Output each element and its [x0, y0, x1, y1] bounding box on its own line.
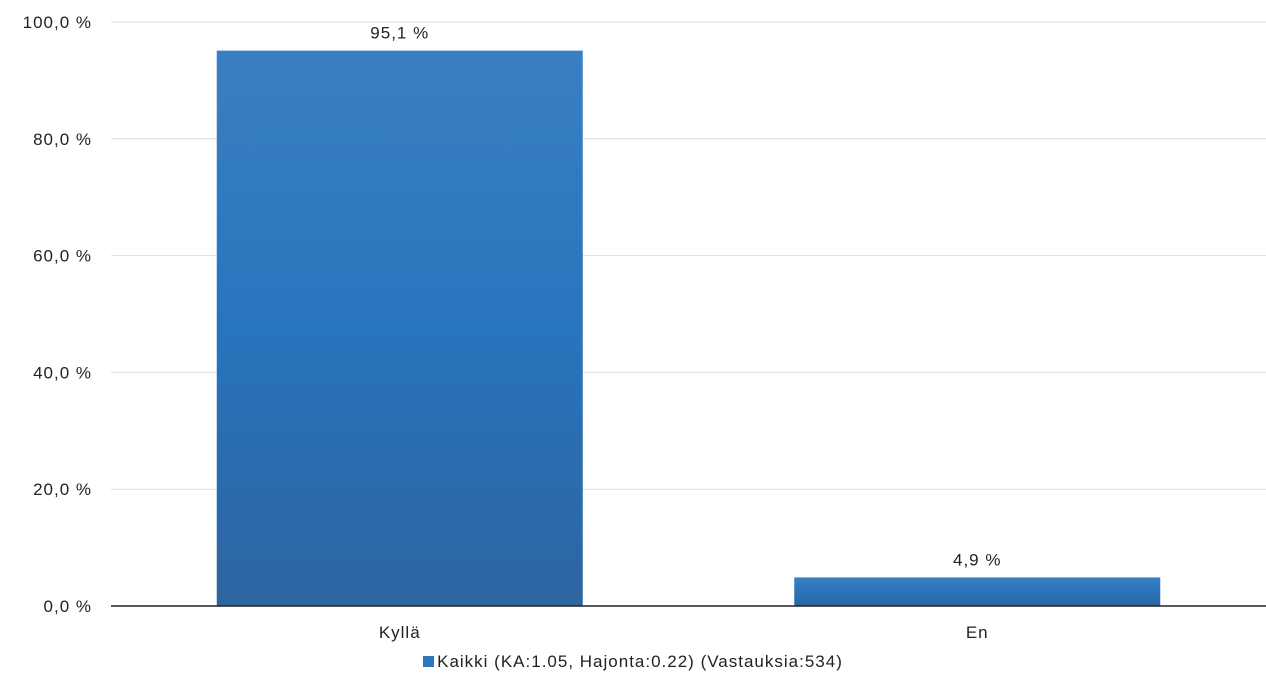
bar [794, 577, 1161, 606]
bar-value-label: 95,1 % [370, 24, 429, 43]
x-axis-category-labels: Kyllä En [379, 623, 989, 642]
bar-value-label: 4,9 % [953, 550, 1001, 569]
y-tick-label: 0,0 % [44, 597, 92, 616]
data-labels: 95,1 % 4,9 % [370, 24, 1001, 570]
legend-series-name: Kaikki (KA:1.05, Hajonta:0.22) (Vastauks… [437, 652, 843, 671]
y-axis-tick-labels: 0,0 % 20,0 % 40,0 % 60,0 % 80,0 % 100,0 % [23, 13, 92, 616]
y-tick-label: 100,0 % [23, 13, 92, 32]
y-tick-label: 20,0 % [33, 480, 92, 499]
x-category-label: Kyllä [379, 623, 421, 642]
x-category-label: En [966, 623, 989, 642]
y-tick-label: 60,0 % [33, 247, 92, 266]
bar [216, 50, 583, 606]
legend-swatch [423, 656, 435, 667]
y-tick-label: 40,0 % [33, 363, 92, 382]
bars [216, 50, 1161, 606]
legend: Kaikki (KA:1.05, Hajonta:0.22) (Vastauks… [0, 652, 1266, 672]
y-tick-label: 80,0 % [33, 130, 92, 149]
